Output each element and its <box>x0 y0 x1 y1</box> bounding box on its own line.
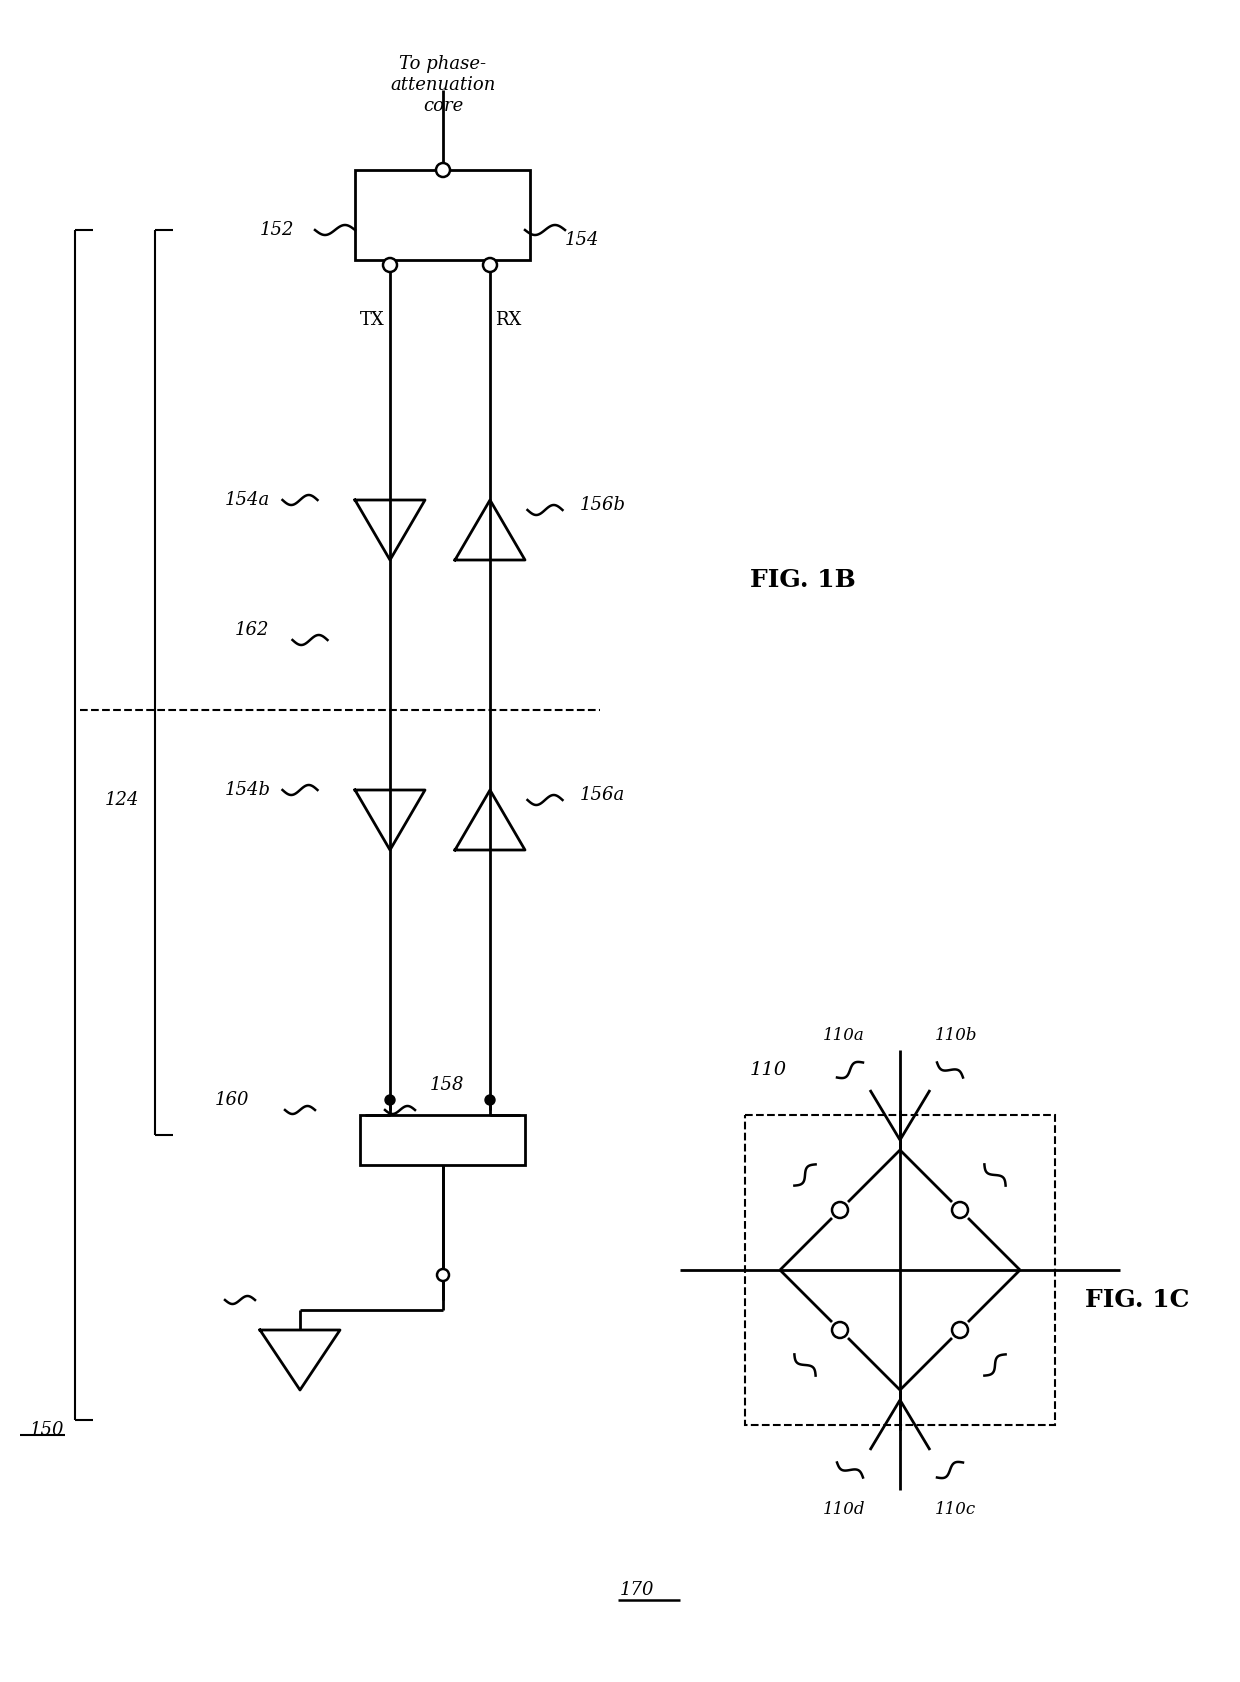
Circle shape <box>484 257 497 272</box>
Circle shape <box>832 1322 848 1337</box>
Bar <box>745 1115 1055 1425</box>
Circle shape <box>952 1322 968 1337</box>
Text: 162: 162 <box>236 621 269 639</box>
Text: 110: 110 <box>750 1061 787 1078</box>
Text: 154b: 154b <box>224 780 272 799</box>
Text: 154: 154 <box>565 230 599 249</box>
Text: 170: 170 <box>620 1581 655 1600</box>
Circle shape <box>436 1268 449 1282</box>
Circle shape <box>383 257 397 272</box>
Text: 154a: 154a <box>224 491 270 510</box>
Text: 124: 124 <box>105 791 139 809</box>
Text: 110b: 110b <box>935 1026 977 1043</box>
Circle shape <box>436 163 450 177</box>
Text: 110d: 110d <box>822 1502 866 1519</box>
Text: 150: 150 <box>30 1421 64 1440</box>
Bar <box>355 170 529 261</box>
Text: FIG. 1C: FIG. 1C <box>1085 1288 1189 1312</box>
Circle shape <box>485 1095 495 1105</box>
Text: TX: TX <box>361 311 384 330</box>
Text: 156b: 156b <box>580 496 626 515</box>
Text: 160: 160 <box>215 1092 249 1108</box>
Text: 158: 158 <box>430 1076 465 1093</box>
Text: 152: 152 <box>260 220 295 239</box>
Circle shape <box>832 1203 848 1218</box>
Circle shape <box>952 1203 968 1218</box>
Text: RX: RX <box>495 311 521 330</box>
Text: 110c: 110c <box>935 1502 976 1519</box>
Circle shape <box>384 1095 396 1105</box>
Text: To phase-
attenuation
core: To phase- attenuation core <box>391 56 496 114</box>
Bar <box>360 1115 525 1166</box>
Text: 156a: 156a <box>580 785 625 804</box>
Text: 110a: 110a <box>823 1026 866 1043</box>
Text: FIG. 1B: FIG. 1B <box>750 569 856 592</box>
